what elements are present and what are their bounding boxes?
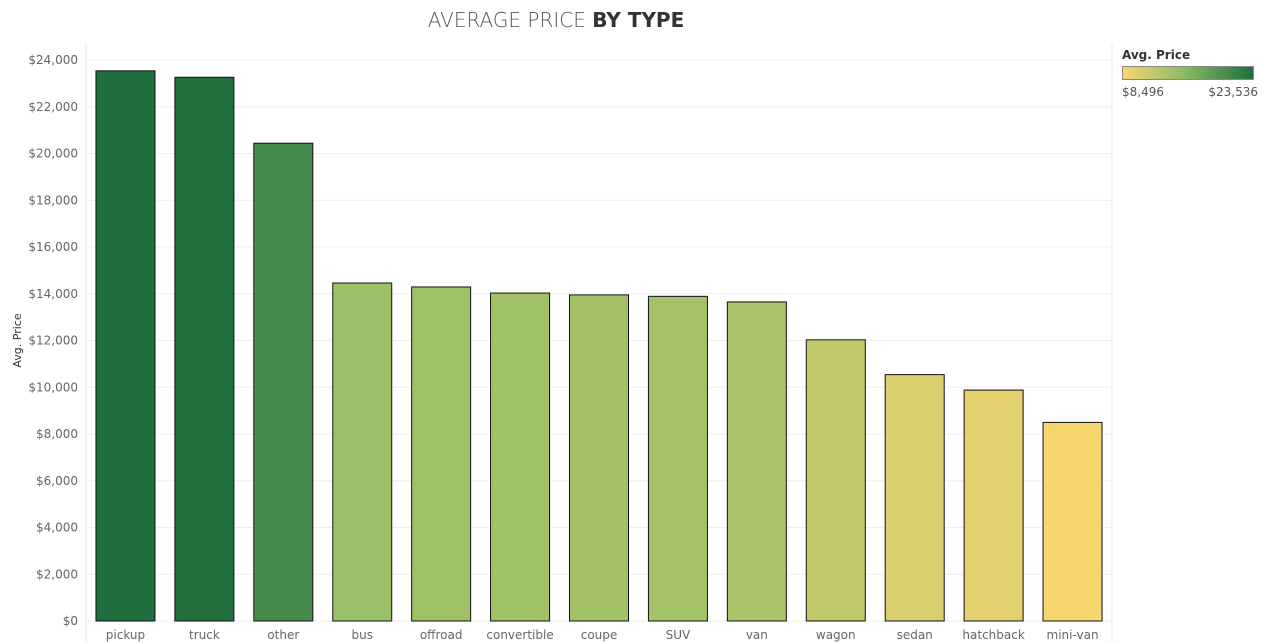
legend-gradient xyxy=(1122,66,1254,80)
bar-coupe xyxy=(569,294,629,622)
bar-pickup xyxy=(95,70,156,622)
chart-title-bold: BY TYPE xyxy=(592,8,685,32)
legend-max-label: $23,536 xyxy=(1208,85,1258,99)
bar-truck xyxy=(174,76,235,622)
y-axis-title: Avg. Price xyxy=(11,313,24,367)
y-tick-label: $0 xyxy=(63,614,78,628)
legend-min-label: $8,496 xyxy=(1122,85,1164,99)
bar-convertible xyxy=(490,292,551,622)
x-tick-label: bus xyxy=(351,628,372,642)
chart-title: AVERAGE PRICE BY TYPE xyxy=(0,8,1112,32)
y-tick-label: $20,000 xyxy=(28,147,78,161)
bar-suv xyxy=(647,295,708,622)
y-tick-label: $18,000 xyxy=(28,193,78,207)
y-tick-label: $10,000 xyxy=(28,380,78,394)
y-tick-label: $16,000 xyxy=(28,240,78,254)
bar-wagon xyxy=(805,339,866,622)
bar-chart: $0 $2,000 $4,000 $6,000 $8,000 $10,000 $12,000… xyxy=(11,44,1113,643)
bar-hatchback xyxy=(963,389,1024,622)
y-tick-label: $8,000 xyxy=(36,427,78,441)
bar-van xyxy=(726,301,787,622)
y-tick-label: $12,000 xyxy=(28,334,78,348)
y-tick-label: $2,000 xyxy=(36,567,78,581)
y-tick-label: $4,000 xyxy=(36,521,78,535)
x-tick-label: offroad xyxy=(420,628,463,642)
x-tick-label: truck xyxy=(189,628,220,642)
y-tick-label: $22,000 xyxy=(28,100,78,114)
bar-mini-van xyxy=(1042,421,1103,622)
x-tick-label: hatchback xyxy=(962,628,1024,642)
y-tick-label: $24,000 xyxy=(28,53,78,67)
x-tick-label: sedan xyxy=(897,628,933,642)
x-tick-label: mini-van xyxy=(1047,628,1099,642)
color-legend: Avg. Price $8,496 $23,536 xyxy=(1122,48,1260,99)
bar-sedan xyxy=(884,374,945,622)
chart-title-light: AVERAGE PRICE xyxy=(427,8,586,32)
y-tick-label: $6,000 xyxy=(36,474,78,488)
bar-offroad xyxy=(411,286,472,622)
bar-bus xyxy=(332,282,393,622)
y-tick-label: $14,000 xyxy=(28,287,78,301)
x-tick-label: coupe xyxy=(581,628,618,642)
x-tick-label: other xyxy=(267,628,299,642)
bar-other xyxy=(253,142,314,622)
x-tick-label: pickup xyxy=(106,628,145,642)
x-tick-label: wagon xyxy=(816,628,856,642)
x-tick-label: van xyxy=(746,628,768,642)
legend-title: Avg. Price xyxy=(1122,48,1191,62)
x-tick-label: convertible xyxy=(486,628,553,642)
x-tick-label: SUV xyxy=(666,628,691,642)
